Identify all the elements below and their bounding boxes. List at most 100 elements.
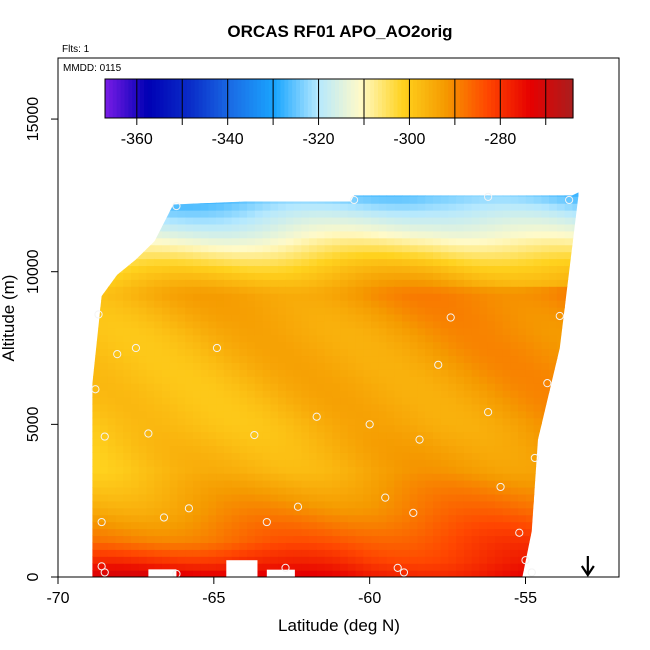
heatmap-cell [293, 341, 302, 350]
heatmap-cell [479, 376, 488, 384]
heatmap-cell [533, 528, 542, 537]
heatmap-cell [192, 438, 202, 447]
heatmap-cell [502, 313, 512, 322]
colorbar-segment [108, 79, 114, 118]
heatmap-cell [115, 376, 124, 384]
heatmap-cell [371, 251, 380, 260]
heatmap-cell [417, 396, 426, 405]
heatmap-cell [107, 192, 117, 197]
heatmap-cell [92, 341, 101, 350]
heatmap-cell [231, 549, 240, 557]
heatmap-cell [487, 369, 496, 377]
heatmap-cell [409, 300, 419, 308]
heatmap-cell [518, 396, 527, 405]
sample-point [555, 311, 564, 321]
heatmap-cell [231, 258, 240, 267]
heatmap-cell [161, 230, 171, 239]
heatmap-cell [223, 272, 233, 280]
heatmap-cell [231, 417, 240, 426]
heatmap-cell [270, 556, 279, 564]
heatmap-cell [100, 556, 109, 564]
heatmap-cell [525, 542, 535, 550]
heatmap-cell [169, 327, 179, 336]
heatmap-cell [440, 542, 450, 550]
heatmap-cell [309, 341, 318, 350]
heatmap-cell [223, 355, 233, 363]
heatmap-cell [463, 507, 473, 516]
heatmap-cell [440, 327, 450, 336]
heatmap-cell [146, 473, 155, 481]
heatmap-cell [463, 376, 473, 384]
heatmap-cell [169, 251, 179, 260]
heatmap-cell [355, 334, 364, 343]
heatmap-cell [572, 507, 579, 516]
heatmap-cell [340, 459, 349, 467]
heatmap-cell [301, 355, 310, 363]
heatmap-cell [510, 535, 519, 543]
heatmap-cell [301, 570, 310, 577]
heatmap-cell [270, 369, 279, 377]
heatmap-cell [123, 438, 132, 447]
heatmap-cell [363, 272, 372, 280]
heatmap-cell [448, 383, 457, 391]
heatmap-cell [510, 369, 519, 377]
heatmap-cell [417, 528, 426, 537]
heatmap-cell [177, 549, 186, 557]
heatmap-cell [556, 341, 566, 350]
heatmap-cell [463, 410, 473, 419]
heatmap-cell [231, 500, 240, 509]
heatmap-cell [146, 223, 155, 232]
heatmap-cell [208, 396, 217, 405]
heatmap-cell [185, 216, 194, 225]
heatmap-cell [293, 535, 302, 543]
heatmap-cell [463, 334, 473, 343]
heatmap-cell [239, 272, 248, 280]
data-gap [148, 569, 177, 577]
heatmap-cell [247, 556, 256, 564]
heatmap-cell [556, 306, 566, 315]
heatmap-cell [192, 192, 202, 197]
heatmap-cell [533, 556, 542, 564]
heatmap-cell [231, 251, 240, 260]
heatmap-cell [100, 244, 109, 253]
heatmap-cell [347, 230, 357, 239]
heatmap-cell [231, 362, 240, 370]
heatmap-cell [347, 507, 357, 516]
heatmap-cell [161, 438, 171, 447]
heatmap-cell [270, 327, 279, 336]
heatmap-cell [463, 417, 473, 426]
heatmap-cell [293, 549, 302, 557]
heatmap-cell [285, 521, 295, 530]
heatmap-cell [371, 320, 380, 329]
heatmap-cell [417, 521, 426, 530]
heatmap-cell [347, 528, 357, 537]
heatmap-cell [471, 473, 481, 481]
heatmap-cell [138, 313, 148, 322]
sample-point [565, 195, 574, 205]
heatmap-cell [254, 480, 264, 488]
heatmap-cell [487, 341, 496, 350]
heatmap-cell [309, 306, 318, 315]
heatmap-cell [502, 376, 512, 384]
heatmap-cell [200, 327, 210, 336]
heatmap-cell [549, 362, 558, 370]
heatmap-cell [363, 563, 372, 571]
heatmap-cell [456, 570, 465, 577]
heatmap-cell [378, 521, 388, 530]
heatmap-cell [580, 439, 588, 447]
heatmap-cell [463, 403, 473, 412]
heatmap-cell [115, 431, 124, 440]
heatmap-cell [471, 376, 481, 384]
heatmap-cell [216, 445, 225, 453]
heatmap-cell [262, 327, 271, 336]
heatmap-cell [525, 403, 535, 412]
heatmap-cell [580, 418, 588, 426]
heatmap-cell [332, 466, 341, 474]
heatmap-cell [479, 438, 488, 447]
heatmap-cell [146, 251, 155, 260]
heatmap-cell [216, 473, 225, 481]
heatmap-cell [309, 203, 318, 211]
heatmap-cell [518, 334, 527, 343]
heatmap-cell [254, 390, 264, 398]
heatmap-cell [293, 272, 302, 280]
